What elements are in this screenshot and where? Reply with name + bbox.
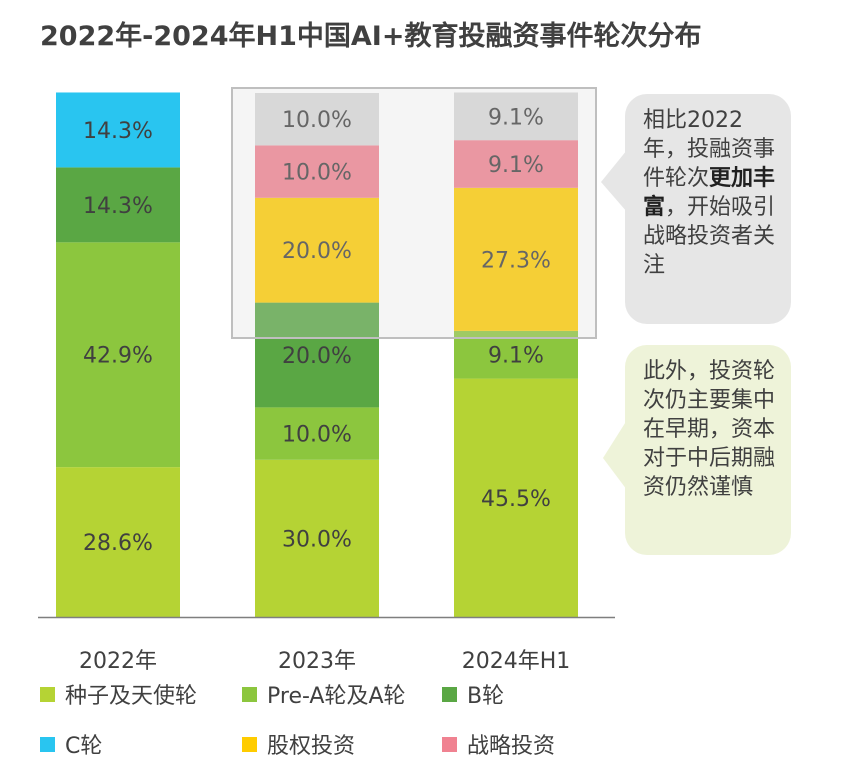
data-label-seed-1: 30.0% [282, 527, 352, 552]
data-label-strategic-2: 9.1% [488, 153, 544, 178]
legend-swatch-b [442, 686, 457, 702]
legend-label-b: B轮 [467, 684, 505, 709]
legend-swatch-equity [242, 736, 257, 752]
bar-segment-b-0 [56, 167, 180, 243]
legend-item-seed: 种子及天使轮 [40, 678, 197, 710]
legend-item-c: C轮 [40, 728, 102, 760]
bar-segment-prea-0 [56, 242, 180, 468]
legend-swatch-strategic [442, 736, 457, 752]
bar-segment-seed-2 [454, 378, 578, 617]
callout-top-text-a: 相比2022年，投融资事件轮次 [643, 108, 776, 191]
category-label-2: 2024年H1 [462, 649, 571, 674]
category-label-0: 2022年 [79, 649, 157, 674]
bar-segment-strategic-1 [255, 145, 379, 198]
data-label-prea-2: 9.1% [488, 344, 544, 369]
bar-segment-other-2 [454, 92, 578, 141]
legend-swatch-prea [242, 686, 257, 702]
legend-swatch-c [40, 736, 55, 752]
bar-segment-strategic-2 [454, 140, 578, 188]
data-label-equity-2: 27.3% [481, 248, 551, 273]
legend-item-strategic: 战略投资 [442, 728, 555, 760]
data-label-prea-1: 10.0% [282, 423, 352, 448]
callout-top: 相比2022年，投融资事件轮次更加丰富，开始吸引战略投资者关注 [625, 94, 791, 324]
bar-segment-equity-2 [454, 187, 578, 331]
bar-segment-seed-0 [56, 467, 180, 617]
data-label-other-1: 10.0% [282, 108, 352, 133]
legend-label-strategic: 战略投资 [467, 734, 556, 759]
highlight-box [231, 87, 597, 339]
data-label-b-1: 20.0% [282, 344, 352, 369]
legend-item-equity: 股权投资 [242, 728, 355, 760]
callout-top-text-b: ，开始吸引战略投资者关注 [643, 195, 776, 278]
data-label-prea-0: 42.9% [83, 344, 153, 369]
legend-item-prea: Pre-A轮及A轮 [242, 678, 406, 710]
legend-label-seed: 种子及天使轮 [65, 684, 198, 709]
callout-bottom: 此外，投资轮次仍主要集中在早期，资本对于中后期融资仍然谨慎 [625, 345, 791, 555]
bar-segment-c-0 [56, 92, 180, 168]
callout-top-bold: 更加丰富 [643, 166, 776, 220]
data-label-equity-1: 20.0% [282, 239, 352, 264]
category-label-1: 2023年 [278, 649, 356, 674]
bar-segment-b-1 [255, 302, 379, 408]
legend-label-prea: Pre-A轮及A轮 [267, 684, 406, 709]
legend-swatch-seed [40, 686, 55, 702]
data-label-c-0: 14.3% [83, 119, 153, 144]
legend-label-c: C轮 [65, 734, 103, 759]
data-label-seed-0: 28.6% [83, 531, 153, 556]
bar-segment-prea-1 [255, 407, 379, 460]
data-label-strategic-1: 10.0% [282, 161, 352, 186]
callout-bottom-text: 此外，投资轮次仍主要集中在早期，资本对于中后期融资仍然谨慎 [643, 359, 776, 500]
callout-top-tail [601, 150, 627, 212]
bar-segment-seed-1 [255, 459, 379, 617]
legend-label-equity: 股权投资 [267, 734, 356, 759]
data-label-b-0: 14.3% [83, 194, 153, 219]
data-label-other-2: 9.1% [488, 105, 544, 130]
callout-bottom-tail [603, 420, 627, 490]
bar-segment-equity-1 [255, 197, 379, 303]
data-label-seed-2: 45.5% [481, 487, 551, 512]
bar-segment-other-1 [255, 93, 379, 146]
chart-title: 2022年-2024年H1中国AI+教育投融资事件轮次分布 [40, 21, 702, 52]
legend-item-b: B轮 [442, 678, 504, 710]
